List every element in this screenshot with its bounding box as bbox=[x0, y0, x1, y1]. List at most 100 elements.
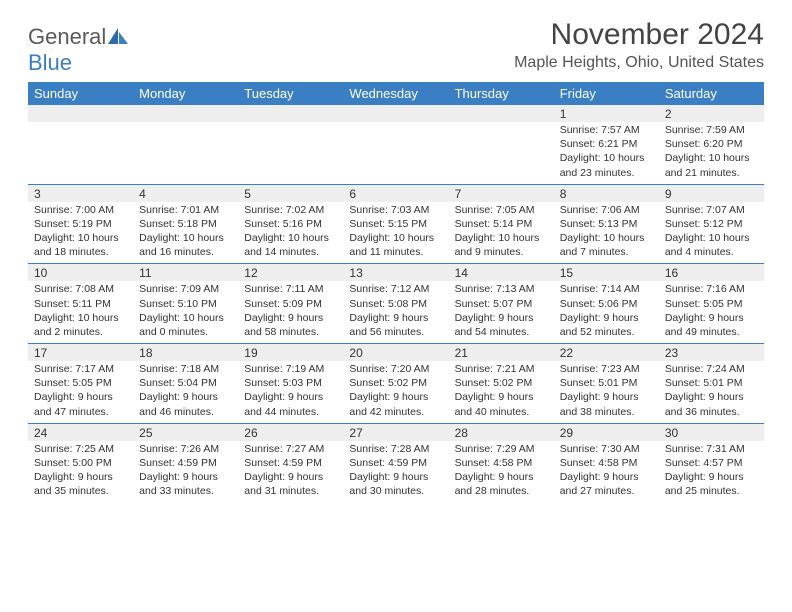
day-info-cell bbox=[343, 122, 448, 184]
daylight-line: Daylight: 9 hours and 49 minutes. bbox=[665, 311, 758, 339]
sunrise-line: Sunrise: 7:00 AM bbox=[34, 203, 127, 217]
sunrise-line: Sunrise: 7:27 AM bbox=[244, 442, 337, 456]
day-info-cell: Sunrise: 7:03 AMSunset: 5:15 PMDaylight:… bbox=[343, 202, 448, 264]
date-cell: 8 bbox=[554, 184, 659, 202]
day-info-cell: Sunrise: 7:11 AMSunset: 5:09 PMDaylight:… bbox=[238, 281, 343, 343]
daylight-line: Daylight: 9 hours and 30 minutes. bbox=[349, 470, 442, 498]
weekday-header: Tuesday bbox=[238, 82, 343, 105]
day-info-cell: Sunrise: 7:00 AMSunset: 5:19 PMDaylight:… bbox=[28, 202, 133, 264]
sunrise-line: Sunrise: 7:20 AM bbox=[349, 362, 442, 376]
date-cell: 29 bbox=[554, 423, 659, 441]
sunrise-line: Sunrise: 7:17 AM bbox=[34, 362, 127, 376]
sunrise-line: Sunrise: 7:12 AM bbox=[349, 282, 442, 296]
day-info-cell: Sunrise: 7:20 AMSunset: 5:02 PMDaylight:… bbox=[343, 361, 448, 423]
info-row: Sunrise: 7:00 AMSunset: 5:19 PMDaylight:… bbox=[28, 202, 764, 264]
brand-part1: General bbox=[28, 24, 106, 49]
sunset-line: Sunset: 5:15 PM bbox=[349, 217, 442, 231]
day-info-cell: Sunrise: 7:09 AMSunset: 5:10 PMDaylight:… bbox=[133, 281, 238, 343]
date-cell: 16 bbox=[659, 264, 764, 282]
day-info-cell: Sunrise: 7:14 AMSunset: 5:06 PMDaylight:… bbox=[554, 281, 659, 343]
sunset-line: Sunset: 4:59 PM bbox=[139, 456, 232, 470]
logo-text: General Blue bbox=[28, 24, 130, 76]
date-cell bbox=[28, 105, 133, 122]
sunset-line: Sunset: 5:11 PM bbox=[34, 297, 127, 311]
daylight-line: Daylight: 10 hours and 18 minutes. bbox=[34, 231, 127, 259]
sunrise-line: Sunrise: 7:05 AM bbox=[455, 203, 548, 217]
sunset-line: Sunset: 5:00 PM bbox=[34, 456, 127, 470]
daylight-line: Daylight: 9 hours and 52 minutes. bbox=[560, 311, 653, 339]
daylight-line: Daylight: 9 hours and 46 minutes. bbox=[139, 390, 232, 418]
sunrise-line: Sunrise: 7:29 AM bbox=[455, 442, 548, 456]
date-cell bbox=[449, 105, 554, 122]
date-cell: 18 bbox=[133, 344, 238, 362]
sunrise-line: Sunrise: 7:09 AM bbox=[139, 282, 232, 296]
sunrise-line: Sunrise: 7:18 AM bbox=[139, 362, 232, 376]
sunrise-line: Sunrise: 7:25 AM bbox=[34, 442, 127, 456]
daylight-line: Daylight: 9 hours and 31 minutes. bbox=[244, 470, 337, 498]
daylight-line: Daylight: 10 hours and 2 minutes. bbox=[34, 311, 127, 339]
weekday-header: Monday bbox=[133, 82, 238, 105]
sunset-line: Sunset: 5:05 PM bbox=[665, 297, 758, 311]
sunrise-line: Sunrise: 7:01 AM bbox=[139, 203, 232, 217]
day-info-cell: Sunrise: 7:19 AMSunset: 5:03 PMDaylight:… bbox=[238, 361, 343, 423]
date-cell: 10 bbox=[28, 264, 133, 282]
info-row: Sunrise: 7:17 AMSunset: 5:05 PMDaylight:… bbox=[28, 361, 764, 423]
day-info-cell: Sunrise: 7:25 AMSunset: 5:00 PMDaylight:… bbox=[28, 441, 133, 503]
day-info-cell: Sunrise: 7:05 AMSunset: 5:14 PMDaylight:… bbox=[449, 202, 554, 264]
day-info-cell: Sunrise: 7:27 AMSunset: 4:59 PMDaylight:… bbox=[238, 441, 343, 503]
date-cell: 4 bbox=[133, 184, 238, 202]
calendar-table: Sunday Monday Tuesday Wednesday Thursday… bbox=[28, 82, 764, 503]
daylight-line: Daylight: 10 hours and 14 minutes. bbox=[244, 231, 337, 259]
day-info-cell: Sunrise: 7:08 AMSunset: 5:11 PMDaylight:… bbox=[28, 281, 133, 343]
daylight-line: Daylight: 9 hours and 58 minutes. bbox=[244, 311, 337, 339]
sunset-line: Sunset: 5:14 PM bbox=[455, 217, 548, 231]
date-cell: 9 bbox=[659, 184, 764, 202]
date-cell: 11 bbox=[133, 264, 238, 282]
date-cell: 27 bbox=[343, 423, 448, 441]
date-cell: 24 bbox=[28, 423, 133, 441]
day-info-cell bbox=[449, 122, 554, 184]
date-cell: 6 bbox=[343, 184, 448, 202]
date-row: 3456789 bbox=[28, 184, 764, 202]
sunset-line: Sunset: 6:20 PM bbox=[665, 137, 758, 151]
sunrise-line: Sunrise: 7:31 AM bbox=[665, 442, 758, 456]
daylight-line: Daylight: 10 hours and 0 minutes. bbox=[139, 311, 232, 339]
sunrise-line: Sunrise: 7:24 AM bbox=[665, 362, 758, 376]
sunset-line: Sunset: 5:07 PM bbox=[455, 297, 548, 311]
sunset-line: Sunset: 5:08 PM bbox=[349, 297, 442, 311]
day-info-cell: Sunrise: 7:30 AMSunset: 4:58 PMDaylight:… bbox=[554, 441, 659, 503]
date-row: 24252627282930 bbox=[28, 423, 764, 441]
brand-part2: Blue bbox=[28, 50, 72, 75]
date-cell bbox=[343, 105, 448, 122]
date-cell: 25 bbox=[133, 423, 238, 441]
date-row: 17181920212223 bbox=[28, 344, 764, 362]
sunset-line: Sunset: 4:58 PM bbox=[560, 456, 653, 470]
daylight-line: Daylight: 10 hours and 21 minutes. bbox=[665, 151, 758, 179]
date-cell: 3 bbox=[28, 184, 133, 202]
location-text: Maple Heights, Ohio, United States bbox=[514, 54, 764, 72]
date-cell: 15 bbox=[554, 264, 659, 282]
day-info-cell: Sunrise: 7:24 AMSunset: 5:01 PMDaylight:… bbox=[659, 361, 764, 423]
weekday-header-row: Sunday Monday Tuesday Wednesday Thursday… bbox=[28, 82, 764, 105]
day-info-cell: Sunrise: 7:31 AMSunset: 4:57 PMDaylight:… bbox=[659, 441, 764, 503]
date-cell: 12 bbox=[238, 264, 343, 282]
sunrise-line: Sunrise: 7:08 AM bbox=[34, 282, 127, 296]
sunrise-line: Sunrise: 7:57 AM bbox=[560, 123, 653, 137]
sunrise-line: Sunrise: 7:14 AM bbox=[560, 282, 653, 296]
sunrise-line: Sunrise: 7:11 AM bbox=[244, 282, 337, 296]
daylight-line: Daylight: 10 hours and 16 minutes. bbox=[139, 231, 232, 259]
day-info-cell: Sunrise: 7:02 AMSunset: 5:16 PMDaylight:… bbox=[238, 202, 343, 264]
sunrise-line: Sunrise: 7:19 AM bbox=[244, 362, 337, 376]
day-info-cell bbox=[238, 122, 343, 184]
daylight-line: Daylight: 9 hours and 44 minutes. bbox=[244, 390, 337, 418]
date-cell: 20 bbox=[343, 344, 448, 362]
info-row: Sunrise: 7:08 AMSunset: 5:11 PMDaylight:… bbox=[28, 281, 764, 343]
day-info-cell bbox=[28, 122, 133, 184]
date-cell: 14 bbox=[449, 264, 554, 282]
date-cell: 23 bbox=[659, 344, 764, 362]
sunrise-line: Sunrise: 7:06 AM bbox=[560, 203, 653, 217]
sunset-line: Sunset: 4:59 PM bbox=[349, 456, 442, 470]
date-cell: 28 bbox=[449, 423, 554, 441]
weekday-header: Saturday bbox=[659, 82, 764, 105]
daylight-line: Daylight: 9 hours and 35 minutes. bbox=[34, 470, 127, 498]
